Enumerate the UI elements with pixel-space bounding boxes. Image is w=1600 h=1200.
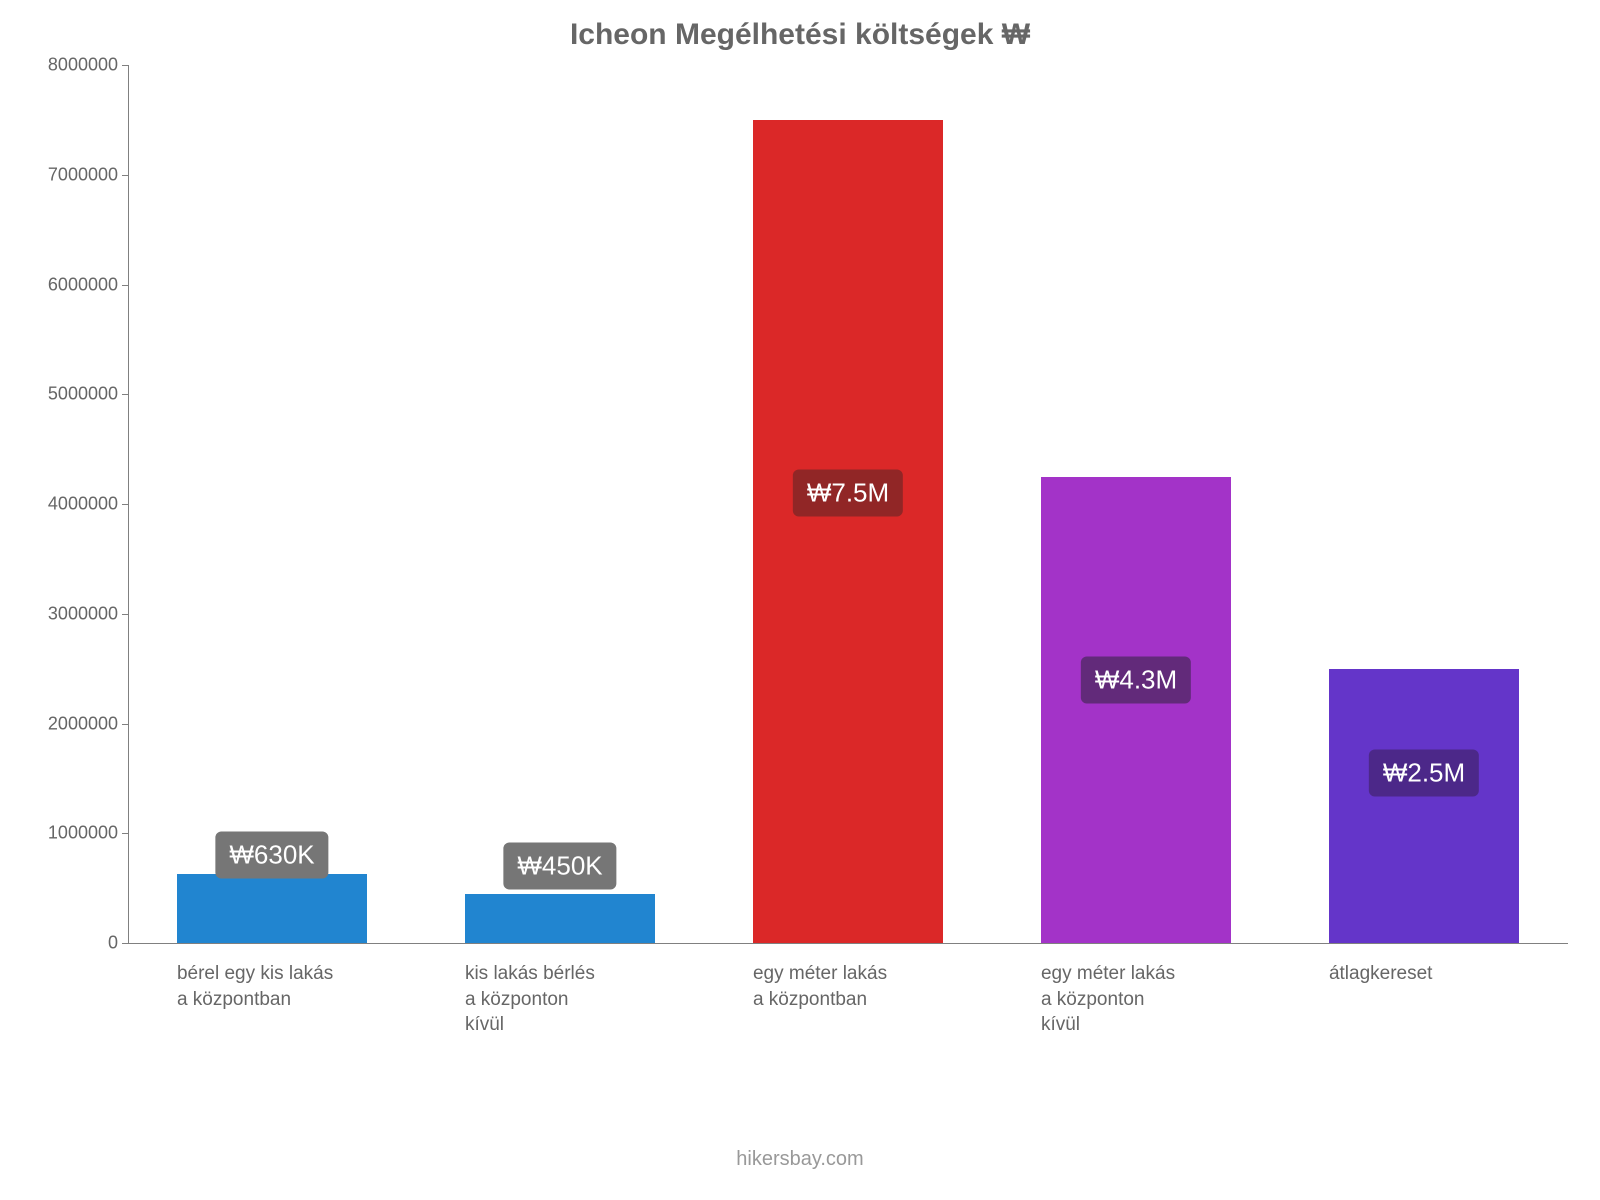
y-tick xyxy=(122,285,128,286)
y-tick-label: 5000000 xyxy=(10,384,118,405)
x-tick-label: egy méter lakás a központban xyxy=(753,961,983,1012)
x-tick-label: bérel egy kis lakás a központban xyxy=(177,961,407,1012)
y-tick-label: 2000000 xyxy=(10,713,118,734)
y-axis-line xyxy=(128,65,129,943)
bar-value-badge: ₩630K xyxy=(215,832,328,879)
bar xyxy=(1041,477,1231,943)
y-tick xyxy=(122,504,128,505)
y-tick xyxy=(122,175,128,176)
y-tick-label: 1000000 xyxy=(10,823,118,844)
y-tick-label: 8000000 xyxy=(10,55,118,76)
bar-value-badge: ₩450K xyxy=(503,843,616,890)
chart-stage: Icheon Megélhetési költségek ₩ 010000002… xyxy=(0,0,1600,1200)
x-tick-label: egy méter lakás a központon kívül xyxy=(1041,961,1271,1038)
chart-footer: hikersbay.com xyxy=(0,1148,1600,1171)
y-tick-label: 3000000 xyxy=(10,603,118,624)
y-tick xyxy=(122,394,128,395)
y-tick xyxy=(122,614,128,615)
y-tick xyxy=(122,724,128,725)
y-tick-label: 7000000 xyxy=(10,164,118,185)
y-tick xyxy=(122,943,128,944)
x-axis-line xyxy=(128,943,1568,944)
x-tick-label: kis lakás bérlés a központon kívül xyxy=(465,961,695,1038)
bar xyxy=(177,874,367,943)
plot-area: 0100000020000003000000400000050000006000… xyxy=(128,65,1568,943)
bar xyxy=(753,120,943,943)
y-tick-label: 0 xyxy=(10,933,118,954)
bar xyxy=(465,894,655,943)
bar-value-badge: ₩7.5M xyxy=(793,470,903,517)
x-tick-label: átlagkereset xyxy=(1329,961,1559,987)
y-tick xyxy=(122,833,128,834)
bar-value-badge: ₩4.3M xyxy=(1081,656,1191,703)
bar-value-badge: ₩2.5M xyxy=(1369,749,1479,796)
y-tick xyxy=(122,65,128,66)
y-tick-label: 4000000 xyxy=(10,494,118,515)
y-tick-label: 6000000 xyxy=(10,274,118,295)
chart-title: Icheon Megélhetési költségek ₩ xyxy=(0,18,1600,52)
bar xyxy=(1329,669,1519,943)
